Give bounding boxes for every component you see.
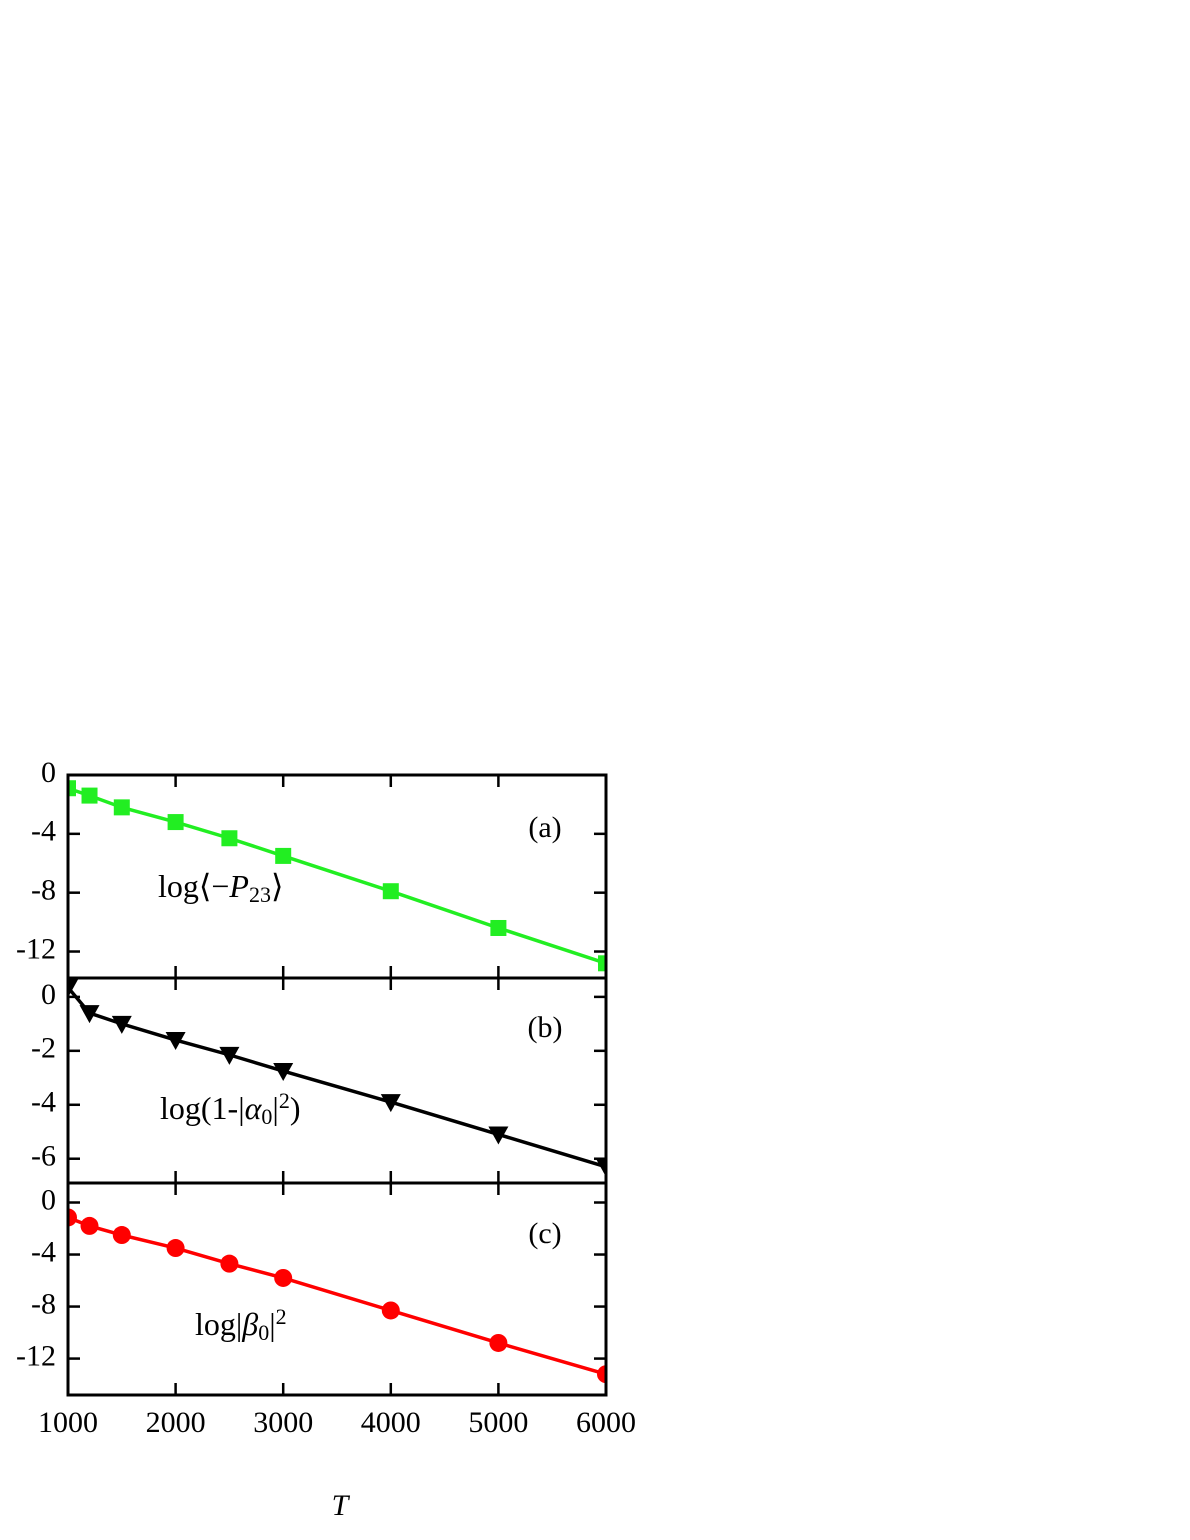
line xyxy=(68,1215,606,1376)
marker xyxy=(275,847,292,864)
y-tick-label: 0 xyxy=(41,756,56,789)
x-tick-label: 1000 xyxy=(38,1406,98,1439)
line xyxy=(68,786,606,965)
marker xyxy=(80,1216,99,1235)
marker xyxy=(381,1301,400,1320)
marker xyxy=(380,1094,401,1113)
marker xyxy=(489,1333,508,1352)
marker xyxy=(68,979,78,998)
annotation-part: ⟩ xyxy=(271,868,283,904)
annotation-part: log(1-| xyxy=(160,1090,245,1126)
annotation-part: α xyxy=(245,1090,263,1126)
panel-label: (a) xyxy=(528,811,561,844)
frame xyxy=(66,773,608,980)
annotation-part: 23 xyxy=(249,882,271,907)
y-tick-label: -4 xyxy=(31,1235,56,1268)
panel-label: (c) xyxy=(528,1217,561,1250)
y-tick-label: -8 xyxy=(31,1287,56,1320)
plot-area xyxy=(68,1208,606,1384)
x-tick-label: 3000 xyxy=(253,1406,313,1439)
marker xyxy=(167,814,184,831)
frame xyxy=(66,976,608,1185)
x-tick-label: 5000 xyxy=(468,1406,528,1439)
marker xyxy=(274,1268,293,1287)
marker xyxy=(273,1063,294,1082)
marker xyxy=(165,1032,186,1051)
annotation: log⟨−P23⟩ xyxy=(158,868,283,906)
y-tick-label: -12 xyxy=(16,932,56,965)
annotation-part: | xyxy=(272,1090,278,1126)
plot-area xyxy=(68,780,606,972)
y-tick-label: 0 xyxy=(41,978,56,1011)
y-tick-label: -4 xyxy=(31,1086,56,1119)
marker xyxy=(221,830,238,847)
marker xyxy=(598,955,606,972)
marker xyxy=(220,1254,239,1273)
x-tick-label: 2000 xyxy=(146,1406,206,1439)
marker xyxy=(112,1226,131,1245)
marker xyxy=(113,799,130,816)
marker xyxy=(219,1046,240,1065)
annotation-part: 2 xyxy=(279,1088,290,1113)
annotation-part: P xyxy=(228,868,249,904)
marker xyxy=(490,919,507,936)
annotation-part: log| xyxy=(195,1306,242,1342)
y-tick-label: 0 xyxy=(41,1183,56,1216)
annotation-part: 0 xyxy=(258,1320,269,1345)
marker xyxy=(68,780,76,797)
x-axis-label: T xyxy=(332,1489,351,1522)
line xyxy=(68,986,606,1169)
frame xyxy=(66,1181,608,1397)
marker xyxy=(79,1005,100,1024)
annotation-part: β xyxy=(241,1306,258,1342)
annotation-part: ) xyxy=(290,1090,301,1126)
marker xyxy=(596,1158,606,1177)
marker xyxy=(68,1208,77,1227)
annotation: log(1-|α0|2) xyxy=(160,1088,300,1128)
marker xyxy=(597,1365,606,1384)
marker xyxy=(382,883,399,900)
marker xyxy=(111,1015,132,1034)
y-tick-label: -4 xyxy=(31,815,56,848)
marker xyxy=(81,787,98,804)
y-tick-label: -6 xyxy=(31,1140,56,1173)
annotation-part: 0 xyxy=(261,1104,272,1129)
panel-label: (b) xyxy=(528,1011,563,1044)
x-tick-label: 6000 xyxy=(576,1406,636,1439)
annotation-part: | xyxy=(269,1306,275,1342)
y-tick-label: -8 xyxy=(31,874,56,907)
annotation: log|β0|2 xyxy=(195,1304,287,1344)
annotation-part: 2 xyxy=(276,1304,287,1329)
x-tick-label: 4000 xyxy=(361,1406,421,1439)
y-tick-label: -12 xyxy=(16,1339,56,1372)
plot-area xyxy=(68,979,606,1177)
marker xyxy=(488,1126,509,1145)
y-tick-label: -2 xyxy=(31,1032,56,1065)
annotation-part: log⟨− xyxy=(158,868,229,904)
marker xyxy=(166,1239,185,1258)
